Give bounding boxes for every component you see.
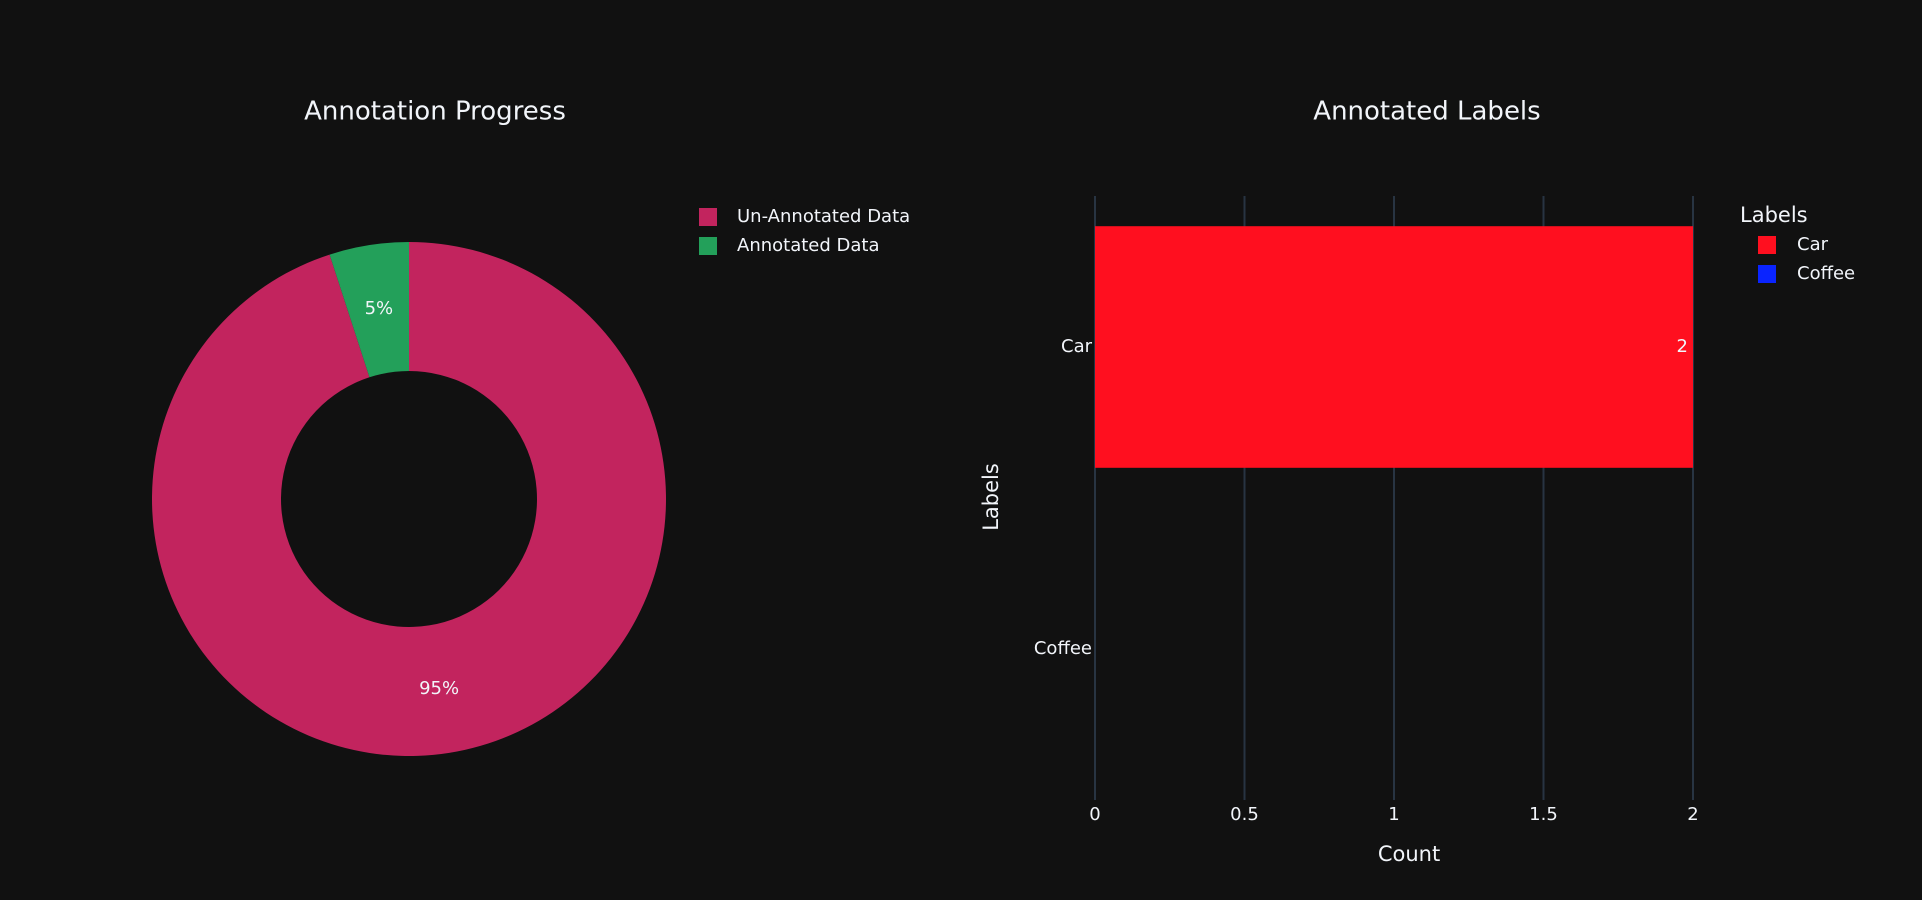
- legend-label: Coffee: [1797, 263, 1855, 284]
- x-tick-label: 2: [1687, 804, 1698, 825]
- pie-slice: [151, 242, 666, 756]
- x-tick-label: 0.5: [1230, 804, 1259, 825]
- y-tick-label: Car: [1061, 336, 1093, 357]
- slice-label: 5%: [365, 298, 394, 319]
- chart-title: Annotated Labels: [1313, 97, 1540, 127]
- x-axis-title: Count: [1378, 842, 1440, 866]
- slice-label: 95%: [419, 678, 459, 699]
- legend-title: Labels: [1740, 203, 1808, 227]
- legend-swatch: [1758, 265, 1776, 283]
- x-tick-label: 1: [1388, 804, 1399, 825]
- x-tick-label: 1.5: [1529, 804, 1558, 825]
- pie-slice: [329, 242, 409, 378]
- bar: [1095, 226, 1693, 468]
- legend-label: Annotated Data: [737, 235, 880, 256]
- chart-title: Annotation Progress: [304, 97, 566, 127]
- bar-value-label: 2: [1677, 336, 1688, 357]
- legend-swatch: [699, 208, 717, 226]
- x-tick-label: 0: [1089, 804, 1100, 825]
- legend-label: Car: [1797, 234, 1829, 255]
- y-tick-label: Coffee: [1034, 638, 1092, 659]
- y-axis-title: Labels: [979, 463, 1003, 531]
- legend-swatch: [699, 237, 717, 255]
- legend-label: Un-Annotated Data: [737, 206, 910, 227]
- legend-swatch: [1758, 236, 1776, 254]
